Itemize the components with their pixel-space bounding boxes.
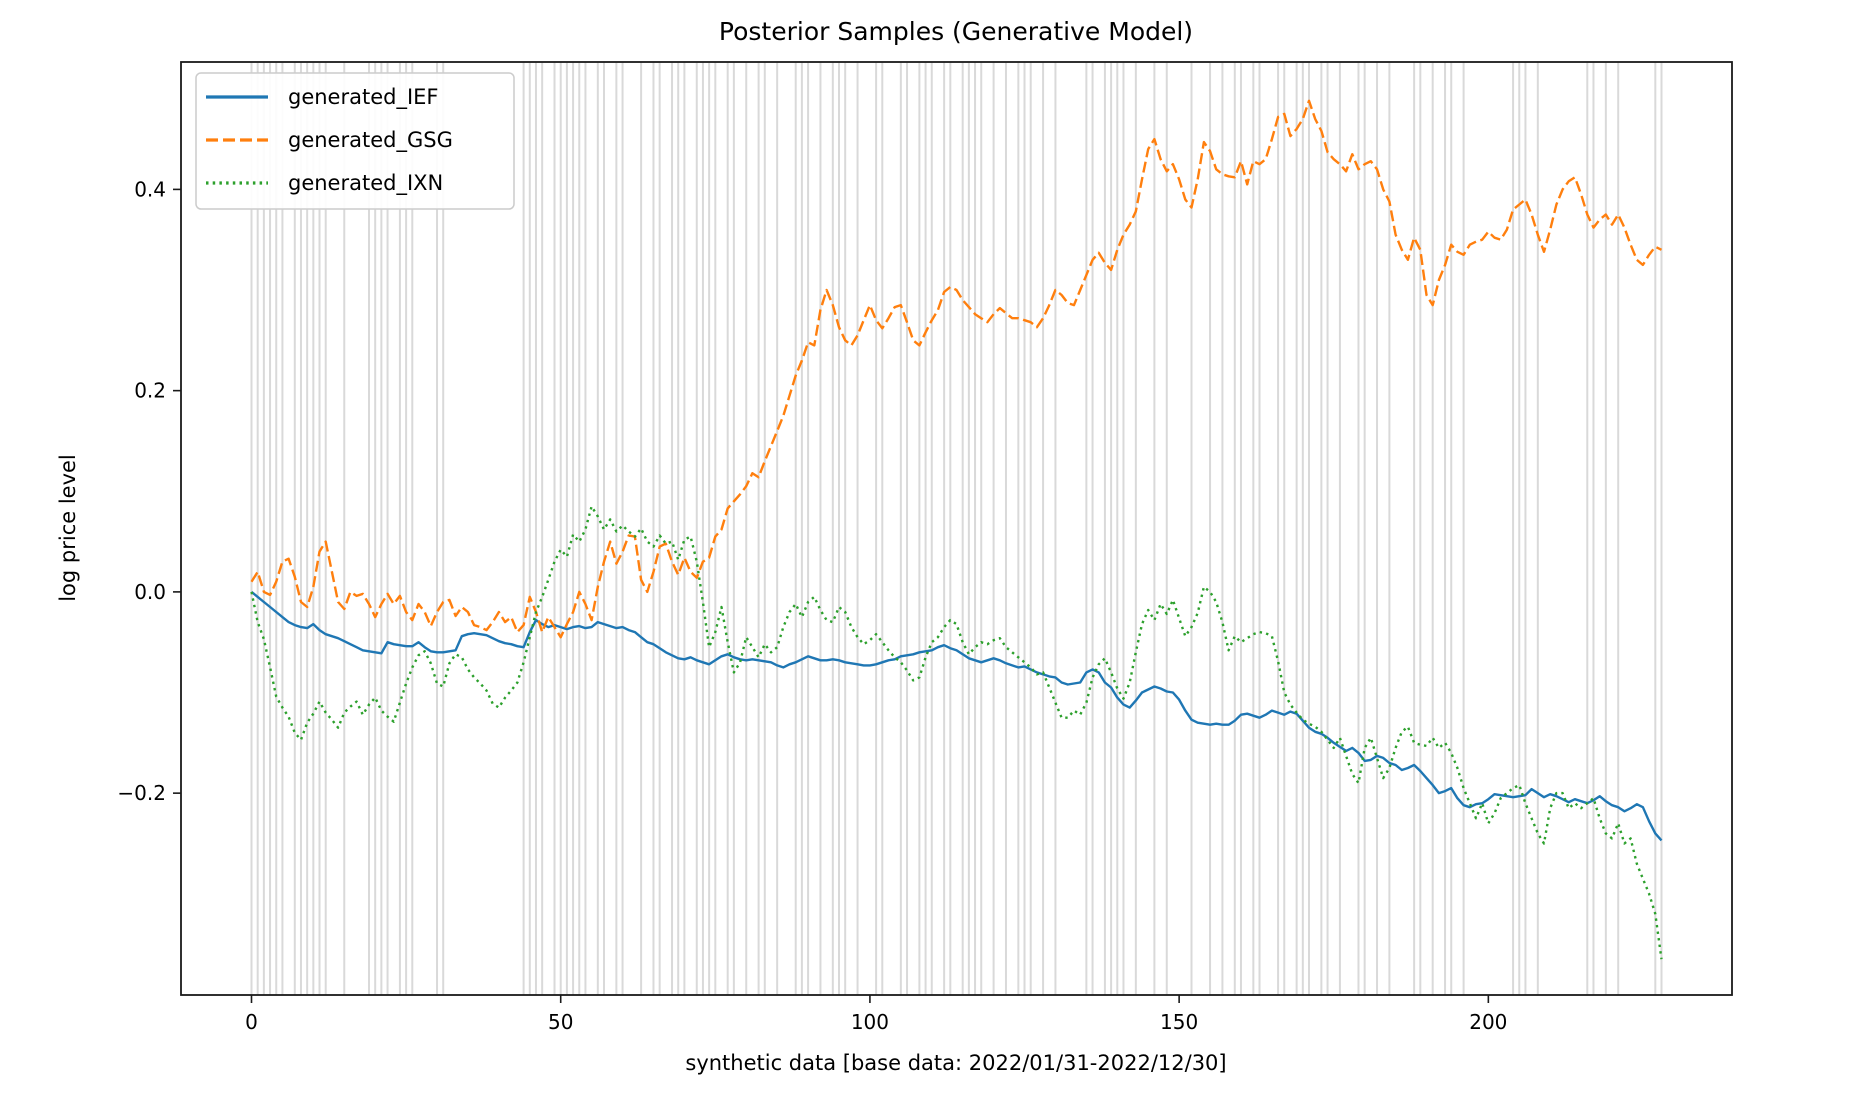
y-tick-label: −0.2 bbox=[117, 781, 166, 805]
y-axis-label: log price level bbox=[56, 454, 80, 602]
series-line-generated-gsg bbox=[250, 99, 1663, 639]
series-line-generated-ixn bbox=[250, 505, 1663, 960]
y-tick-label: 0.0 bbox=[134, 580, 166, 604]
x-tick-label: 0 bbox=[245, 1010, 258, 1034]
legend-label-generated-ief: generated_IEF bbox=[288, 85, 439, 110]
plot-frame bbox=[180, 61, 1733, 996]
x-axis-label: synthetic data [base data: 2022/01/31-20… bbox=[685, 1051, 1226, 1075]
legend-label-generated-gsg: generated_GSG bbox=[288, 128, 453, 153]
y-tick-label: 0.4 bbox=[134, 177, 166, 201]
legend-label-generated-ixn: generated_IXN bbox=[288, 171, 443, 196]
legend-box bbox=[195, 72, 515, 210]
chart-title: Posterior Samples (Generative Model) bbox=[719, 17, 1193, 46]
y-tick-label: 0.2 bbox=[134, 379, 166, 403]
legend[interactable]: generated_IEF generated_GSG generated_IX… bbox=[195, 72, 515, 210]
gridline-layer bbox=[250, 62, 1663, 995]
series-line-generated-ief bbox=[250, 590, 1663, 842]
x-tick-label: 50 bbox=[548, 1010, 573, 1034]
x-tick-label: 150 bbox=[1160, 1010, 1198, 1034]
tick-layer: 0 50 100 150 200 −0.2 0.0 0.2 0.4 bbox=[117, 177, 1507, 1034]
x-tick-label: 200 bbox=[1469, 1010, 1507, 1034]
x-tick-label: 100 bbox=[851, 1010, 889, 1034]
series-layer bbox=[250, 99, 1663, 960]
